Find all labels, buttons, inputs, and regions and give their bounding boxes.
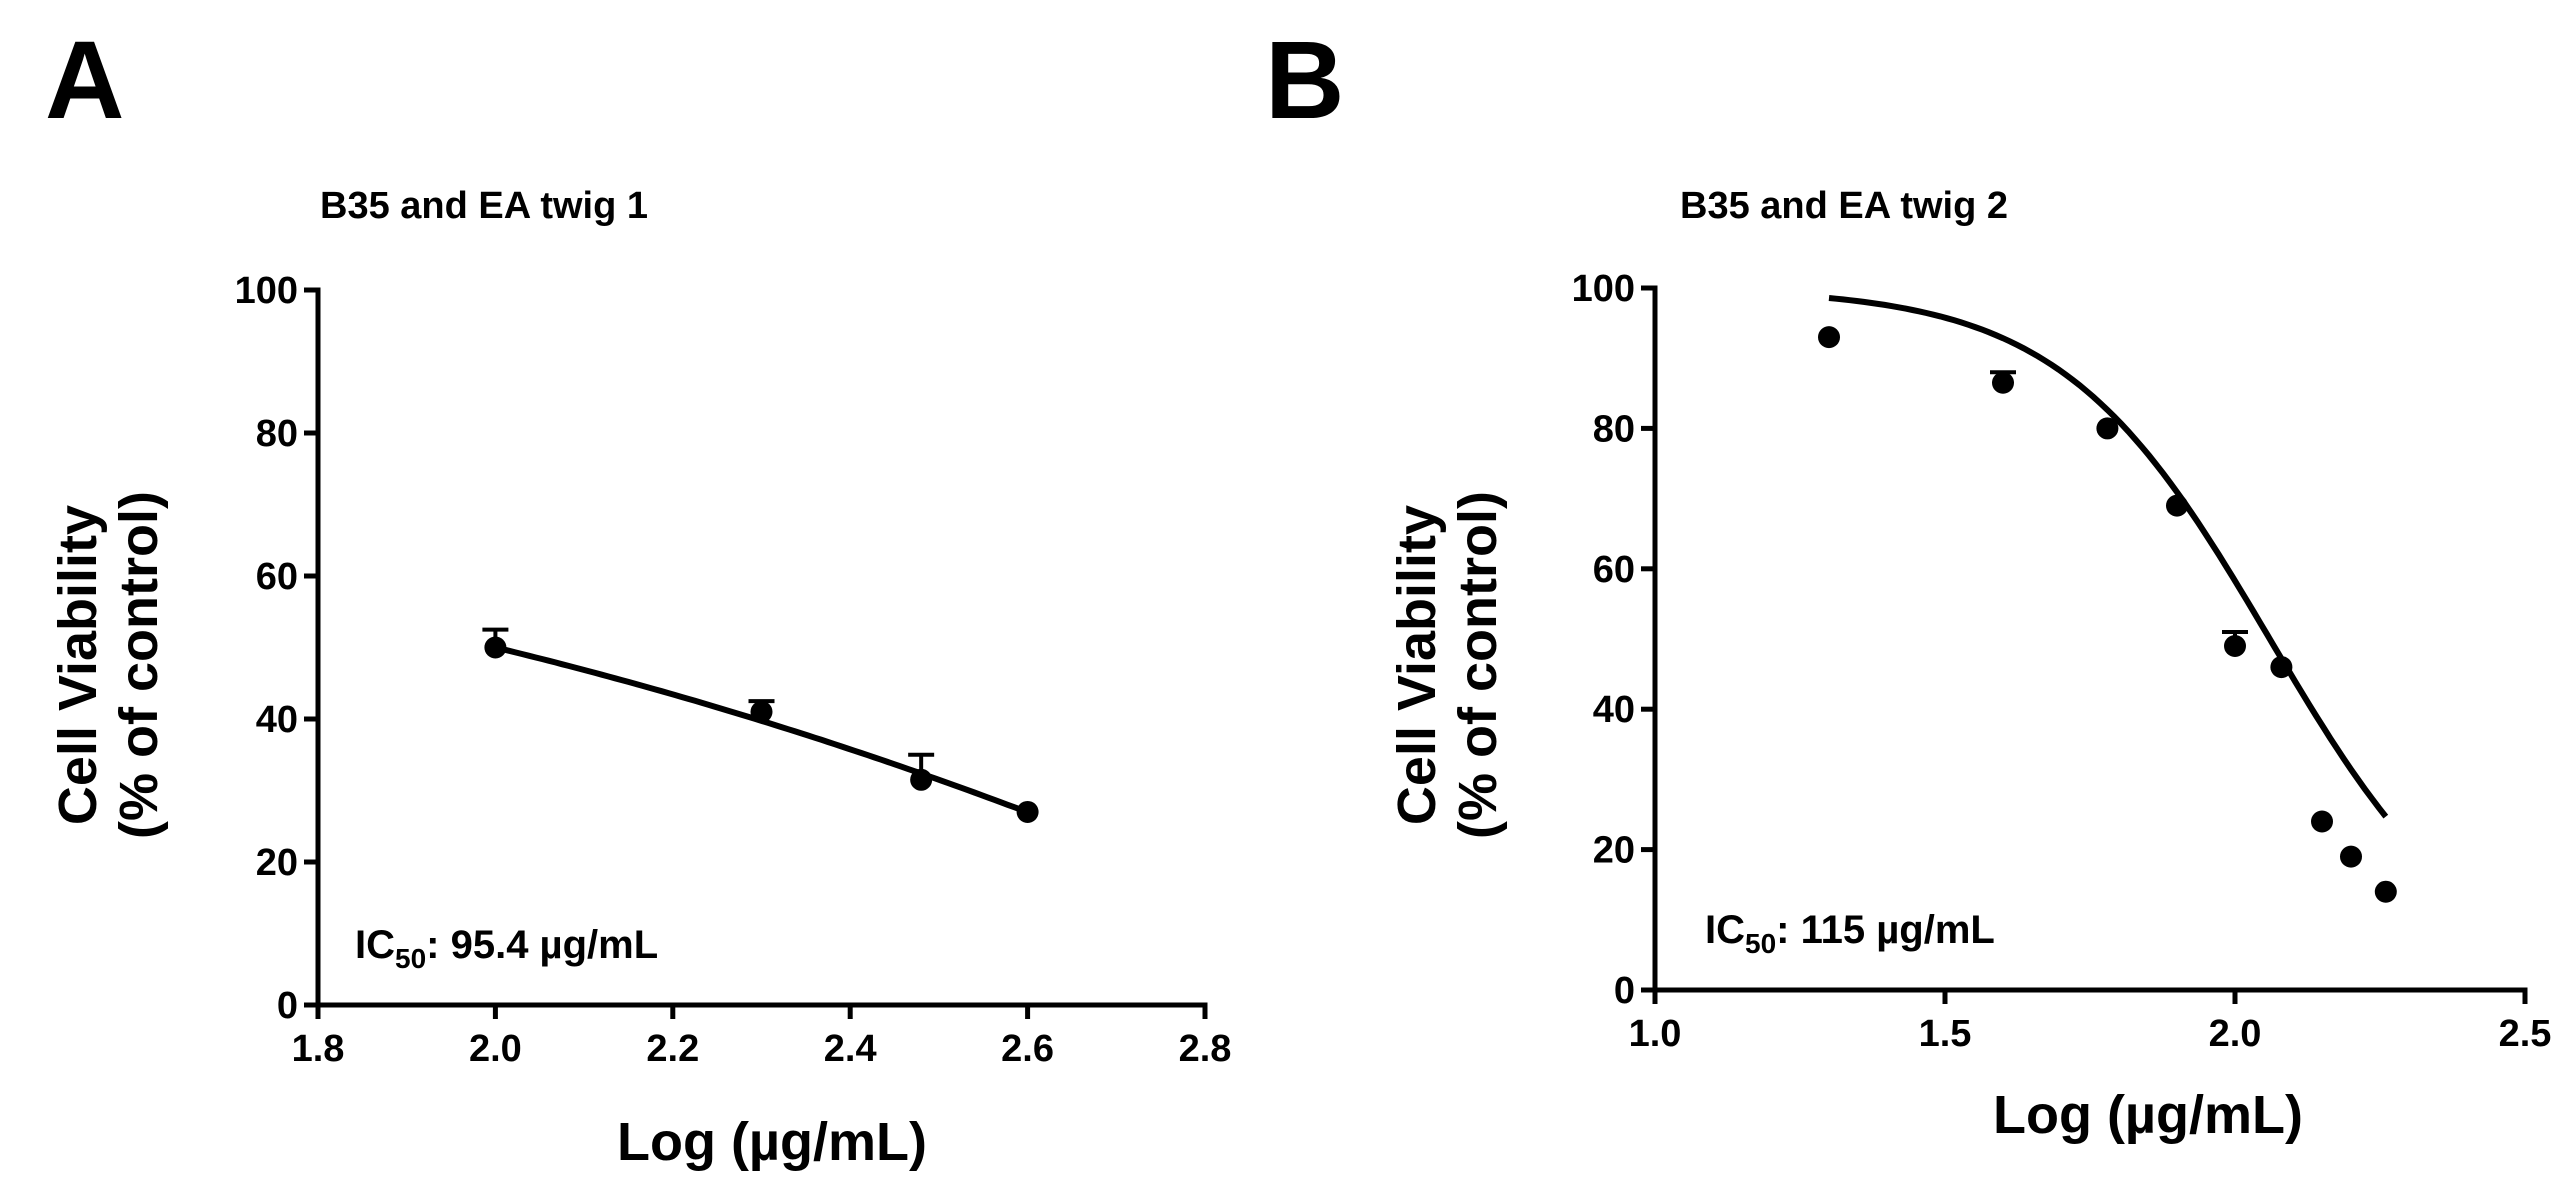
ic50-value: : 115 µg/mL: [1776, 908, 1995, 952]
data-point: [2311, 810, 2333, 833]
x-tick-label: 2.8: [1179, 1028, 1232, 1070]
y-axis-label-line1: Cell Viability: [1387, 505, 1447, 825]
x-tick-label: 2.5: [2499, 1013, 2552, 1055]
chart-title: B35 and EA twig 1: [320, 185, 648, 227]
x-tick-label: 2.2: [646, 1028, 699, 1070]
y-tick-label: 60: [1593, 549, 1635, 591]
data-point: [910, 768, 933, 791]
x-tick-label: 2.0: [469, 1028, 522, 1070]
data-point: [2166, 494, 2188, 517]
x-tick-label: 2.0: [2209, 1013, 2262, 1055]
data-point: [1992, 371, 2014, 394]
data-point: [2270, 656, 2293, 679]
chart-title: B35 and EA twig 2: [1680, 185, 2008, 227]
fit-curve: [1828, 295, 2389, 819]
y-tick-label: 40: [256, 699, 298, 741]
y-tick-label: 80: [256, 413, 298, 455]
x-tick-label: 1.8: [292, 1028, 345, 1070]
y-tick-label: 100: [235, 270, 298, 312]
ic50-annotation: IC50: 95.4 µg/mL: [355, 923, 658, 974]
y-tick-label: 100: [1572, 268, 1635, 310]
x-tick-label: 2.6: [1001, 1028, 1054, 1070]
y-tick-label: 80: [1593, 408, 1635, 450]
data-point: [2374, 880, 2397, 903]
data-point: [484, 636, 507, 659]
x-tick-label: 1.5: [1919, 1013, 1972, 1055]
panel-letter-b: B: [1265, 19, 1344, 142]
x-tick-label: 2.4: [824, 1028, 877, 1070]
y-tick-label: 0: [1614, 970, 1635, 1012]
data-point: [1818, 326, 1840, 349]
y-tick-label: 20: [256, 842, 298, 884]
panel-b: B B35 and EA twig 2 Cell Viability (% of…: [1265, 19, 2551, 1145]
x-tick-label: 1.0: [1629, 1013, 1682, 1055]
ic50-subscript: 50: [395, 943, 426, 974]
y-axis-label: Cell Viability (% of control): [48, 491, 169, 839]
y-axis-label-line1: Cell Viability: [48, 505, 108, 825]
data-point: [2340, 845, 2362, 868]
x-axis-label: Log (µg/mL): [1993, 1085, 2303, 1145]
data-point: [750, 700, 773, 723]
ic50-subscript: 50: [1745, 928, 1776, 959]
ic50-prefix: IC: [355, 923, 395, 967]
y-tick-label: 40: [1593, 689, 1635, 731]
y-tick-label: 0: [277, 985, 298, 1027]
y-axis-label-line2: (% of control): [109, 491, 169, 839]
data-point: [2096, 417, 2119, 440]
y-tick-label: 20: [1593, 830, 1635, 872]
panel-letter-a: A: [45, 19, 124, 142]
y-axis-label-line2: (% of control): [1448, 491, 1508, 839]
y-axis-label: Cell Viability (% of control): [1387, 491, 1508, 839]
y-tick-label: 60: [256, 556, 298, 598]
ic50-annotation: IC50: 115 µg/mL: [1705, 908, 1995, 959]
plot-area: 0 20 40 60 80 100 1.0 1.5 2.0 2.5: [1572, 268, 2552, 1055]
fit-curve: [494, 644, 1029, 816]
ic50-value: : 95.4 µg/mL: [426, 923, 658, 967]
data-point: [1016, 800, 1039, 823]
panel-a: A B35 and EA twig 1 Cell Viability (% of…: [45, 19, 1231, 1172]
plot-area: 0 20 40 60 80 100 1.8 2.0 2.2 2.4 2.6 2.8: [235, 270, 1232, 1070]
x-axis-label: Log (µg/mL): [617, 1112, 927, 1172]
ic50-prefix: IC: [1705, 908, 1745, 952]
data-point: [2224, 635, 2246, 658]
